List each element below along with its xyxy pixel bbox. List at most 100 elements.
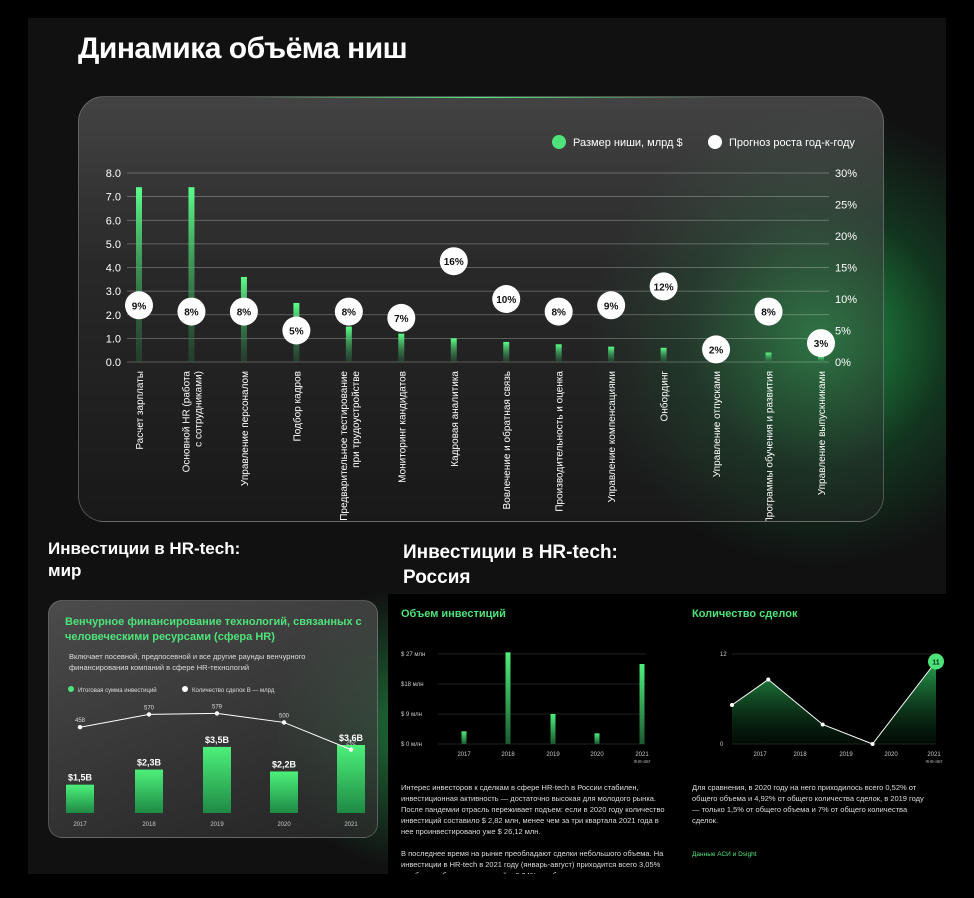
legend-growth-label: Прогноз роста год-к-году bbox=[729, 137, 855, 149]
category-label: Управление выпускниками bbox=[817, 371, 828, 495]
legend-sum-label: Итоговая сумма инвестиций bbox=[78, 687, 157, 694]
deals-label: 500 bbox=[279, 713, 290, 719]
category-label: Онбординг bbox=[659, 371, 671, 422]
growth-bubble bbox=[492, 285, 521, 313]
deals-point bbox=[870, 742, 875, 746]
invest-volume-title: Объем инвестиций bbox=[401, 608, 506, 620]
invest-bar bbox=[550, 714, 556, 744]
bar bbox=[608, 346, 615, 362]
growth-label: 9% bbox=[604, 301, 619, 312]
bar bbox=[188, 187, 195, 362]
venture-value-label: $1,5B bbox=[68, 773, 93, 783]
russia-text-3: Для сравнения, в 2020 году на него прихо… bbox=[692, 783, 924, 825]
invest-bar bbox=[505, 652, 511, 744]
growth-bubble bbox=[702, 335, 731, 364]
deals-label: 458 bbox=[75, 718, 86, 724]
deals-year-note: янв-авг bbox=[925, 759, 942, 765]
category-label: Основной HR (работа с сотрудниками) bbox=[180, 371, 204, 473]
y-tick-left: 3.0 bbox=[106, 286, 121, 298]
invest-year-label: 2017 bbox=[457, 752, 471, 758]
y-tick: $ 27 млн bbox=[401, 652, 425, 658]
growth-label: 9% bbox=[132, 301, 147, 312]
y-tick-left: 1.0 bbox=[106, 333, 121, 345]
y-tick-left: 5.0 bbox=[106, 239, 121, 251]
world-heading-line2: мир bbox=[48, 561, 82, 580]
growth-bubble bbox=[334, 297, 363, 326]
bar bbox=[765, 352, 772, 362]
infographic-frame: Динамика объёма ниш 8.0 7.0 6.0 5.0 4.0 3.0 2.… bbox=[28, 18, 946, 874]
russia-text-2: В последнее время на рынке преобладают с… bbox=[401, 849, 664, 874]
bar bbox=[660, 347, 667, 362]
venture-bar bbox=[66, 784, 94, 813]
category-label: Управление компенсациями bbox=[607, 371, 618, 503]
growth-label: 16% bbox=[444, 257, 464, 268]
deals-point bbox=[820, 722, 825, 727]
category-label-line: с сотрудниками) bbox=[193, 371, 204, 447]
world-venture-card: Венчурное финансирование технологий, свя… bbox=[48, 600, 378, 838]
deals-year-label: 2018 bbox=[793, 752, 807, 758]
growth-bubble bbox=[125, 291, 153, 320]
deals-point bbox=[348, 747, 354, 752]
deals-area bbox=[732, 661, 936, 744]
y-tick-right: 25% bbox=[835, 200, 857, 212]
world-venture-chart: Итоговая сумма инвестиций Количество сдел… bbox=[66, 686, 365, 828]
category-label-line: Основной HR (работа bbox=[180, 371, 192, 473]
growth-label: 8% bbox=[761, 308, 776, 319]
growth-label: 5% bbox=[289, 327, 304, 338]
russia-heading-line1: Инвестиции в HR-tech: bbox=[403, 542, 618, 563]
category-label-line: Производительность и оценка bbox=[555, 371, 566, 512]
growth-bubble bbox=[649, 272, 678, 301]
growth-bubble bbox=[282, 316, 311, 345]
world-card-title: Венчурное финансирование технологий, свя… bbox=[65, 616, 362, 643]
invest-year-note: янв-авг bbox=[633, 759, 650, 765]
legend-sum-dot bbox=[68, 686, 74, 692]
y-tick: $ 0 млн bbox=[401, 742, 422, 748]
world-section-heading: Инвестиции в HR-tech: мир bbox=[48, 538, 240, 582]
growth-label: 2% bbox=[709, 345, 724, 356]
invest-year-label: 2020 bbox=[590, 752, 604, 758]
category-label: Управление персоналом bbox=[240, 371, 251, 486]
growth-label: 10% bbox=[496, 295, 516, 306]
growth-bubble bbox=[754, 297, 783, 326]
growth-bubble bbox=[387, 303, 416, 332]
invest-year-label: 2018 bbox=[501, 752, 515, 758]
y-tick-right: 15% bbox=[835, 263, 857, 275]
category-label-line: Программы обучения и развития bbox=[764, 371, 776, 522]
category-label: Предварительное тестирование при трудоуст… bbox=[339, 371, 362, 521]
deals-label: 570 bbox=[144, 705, 155, 711]
growth-bubble bbox=[229, 297, 258, 326]
venture-year-label: 2021 bbox=[344, 822, 358, 828]
deals-point bbox=[77, 725, 83, 730]
growth-label: 12% bbox=[654, 282, 674, 293]
venture-value-label: $3,6B bbox=[339, 733, 364, 743]
deals-year-label: 2019 bbox=[839, 752, 853, 758]
russia-heading-line2: Россия bbox=[403, 567, 471, 588]
category-label: Мониторинг кандидатов bbox=[397, 371, 408, 483]
data-source: Данные АСИ и Dsight bbox=[692, 851, 757, 858]
invest-year-label: 2019 bbox=[546, 752, 560, 758]
category-label-line: Мониторинг кандидатов bbox=[397, 371, 408, 483]
venture-year-label: 2017 bbox=[73, 822, 87, 828]
y-tick-right: 5% bbox=[835, 326, 851, 338]
deals-year-label: 2017 bbox=[753, 752, 767, 758]
category-label-line: при трудоустройстве bbox=[351, 371, 362, 468]
venture-year-label: 2020 bbox=[277, 822, 291, 828]
legend-deals-dot bbox=[182, 686, 188, 692]
category-label-line: Кадровая аналитика bbox=[450, 371, 461, 467]
invest-year-label: 2021 bbox=[635, 752, 649, 758]
category-label: Кадровая аналитика bbox=[450, 371, 461, 467]
bar bbox=[345, 326, 352, 362]
venture-bar bbox=[337, 745, 365, 813]
deals-last-bubble bbox=[928, 653, 944, 670]
category-label: Управление отпусками bbox=[712, 371, 723, 477]
deals-year-label: 2020 bbox=[884, 752, 898, 758]
growth-label: 8% bbox=[342, 308, 357, 319]
legend-size-label: Размер ниши, млрд $ bbox=[573, 137, 683, 149]
y-tick-left: 8.0 bbox=[106, 168, 121, 180]
growth-bubble bbox=[439, 247, 468, 276]
growth-label: 8% bbox=[237, 308, 252, 319]
category-label: Вовлечение и обратная связь bbox=[501, 371, 513, 509]
deals-label: 262 bbox=[346, 741, 357, 747]
deals-point bbox=[146, 712, 152, 717]
bar bbox=[450, 338, 457, 362]
